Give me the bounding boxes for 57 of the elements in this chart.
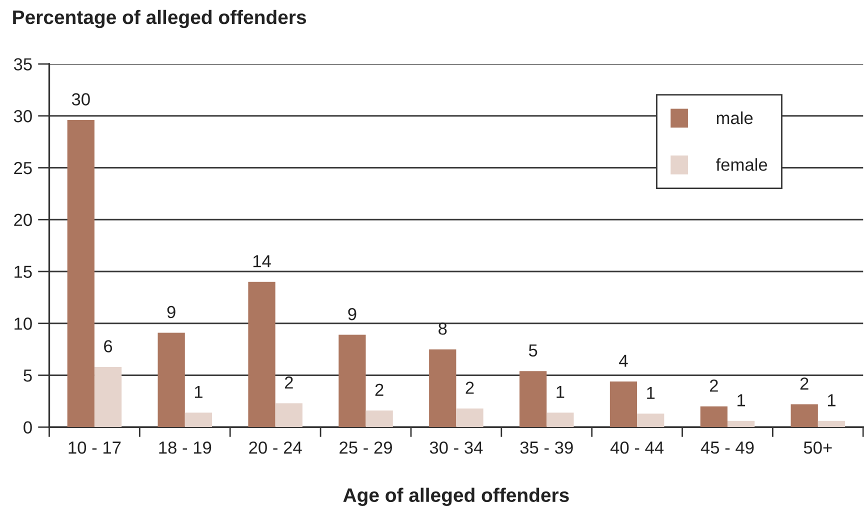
y-axis-title: Percentage of alleged offenders	[13, 10, 306, 28]
data-label: 1	[194, 386, 202, 398]
y-tick-label: 35	[14, 58, 32, 70]
y-tick-label: 30	[14, 110, 32, 122]
bar	[67, 120, 94, 428]
x-tick-label: 30 - 34	[430, 441, 483, 454]
bar	[338, 334, 366, 428]
y-tick-label: 20	[14, 214, 32, 226]
x-axis-title: Age of alleged offenders	[343, 488, 569, 506]
bar	[248, 282, 276, 428]
bar	[700, 406, 728, 428]
x-tick-label: 35 - 39	[520, 441, 573, 454]
y-tick-label: 0	[24, 421, 32, 434]
bar	[519, 371, 547, 428]
y-tick-label: 25	[14, 162, 32, 174]
bar	[637, 414, 664, 428]
y-tick-label: 10	[14, 318, 32, 330]
x-tick-label: 45 - 49	[700, 441, 754, 454]
bar	[184, 412, 212, 428]
y-tick-label: 5	[24, 370, 32, 382]
y-tick-label: 15	[14, 266, 32, 278]
bar	[366, 410, 393, 428]
data-label: 5	[528, 344, 538, 357]
data-label: 9	[167, 306, 176, 318]
data-label: 2	[800, 377, 808, 390]
data-label: 8	[438, 322, 447, 335]
x-tick-label: 10 - 17	[68, 441, 121, 454]
data-label: 6	[104, 340, 112, 352]
bar	[94, 366, 122, 428]
legend-label: male	[716, 111, 753, 124]
bar	[727, 420, 755, 428]
bar	[610, 381, 638, 428]
data-label: 1	[647, 386, 655, 399]
x-tick-label: 18 - 19	[159, 441, 212, 454]
x-tick-label: 25 - 29	[340, 441, 392, 454]
data-label: 9	[348, 308, 356, 320]
bar	[790, 404, 818, 428]
x-tick-label: 40 - 44	[610, 441, 664, 454]
data-label: 4	[619, 354, 628, 367]
data-label: 1	[738, 394, 746, 406]
bar	[429, 349, 456, 428]
bar	[818, 420, 846, 428]
x-tick-label: 20 - 24	[249, 441, 302, 454]
data-label: 1	[828, 394, 836, 406]
data-label: 2	[466, 382, 474, 394]
data-label: 30	[72, 93, 90, 106]
legend-label: female	[716, 158, 768, 171]
x-tick-label: 50+	[804, 441, 832, 454]
bar	[546, 412, 574, 428]
data-label: 2	[710, 380, 718, 392]
data-label: 14	[253, 255, 271, 268]
bar	[456, 408, 484, 428]
bar	[158, 332, 185, 428]
data-label: 2	[284, 376, 293, 389]
bar	[275, 403, 302, 428]
data-label: 2	[375, 384, 384, 396]
data-label: 1	[556, 386, 564, 398]
